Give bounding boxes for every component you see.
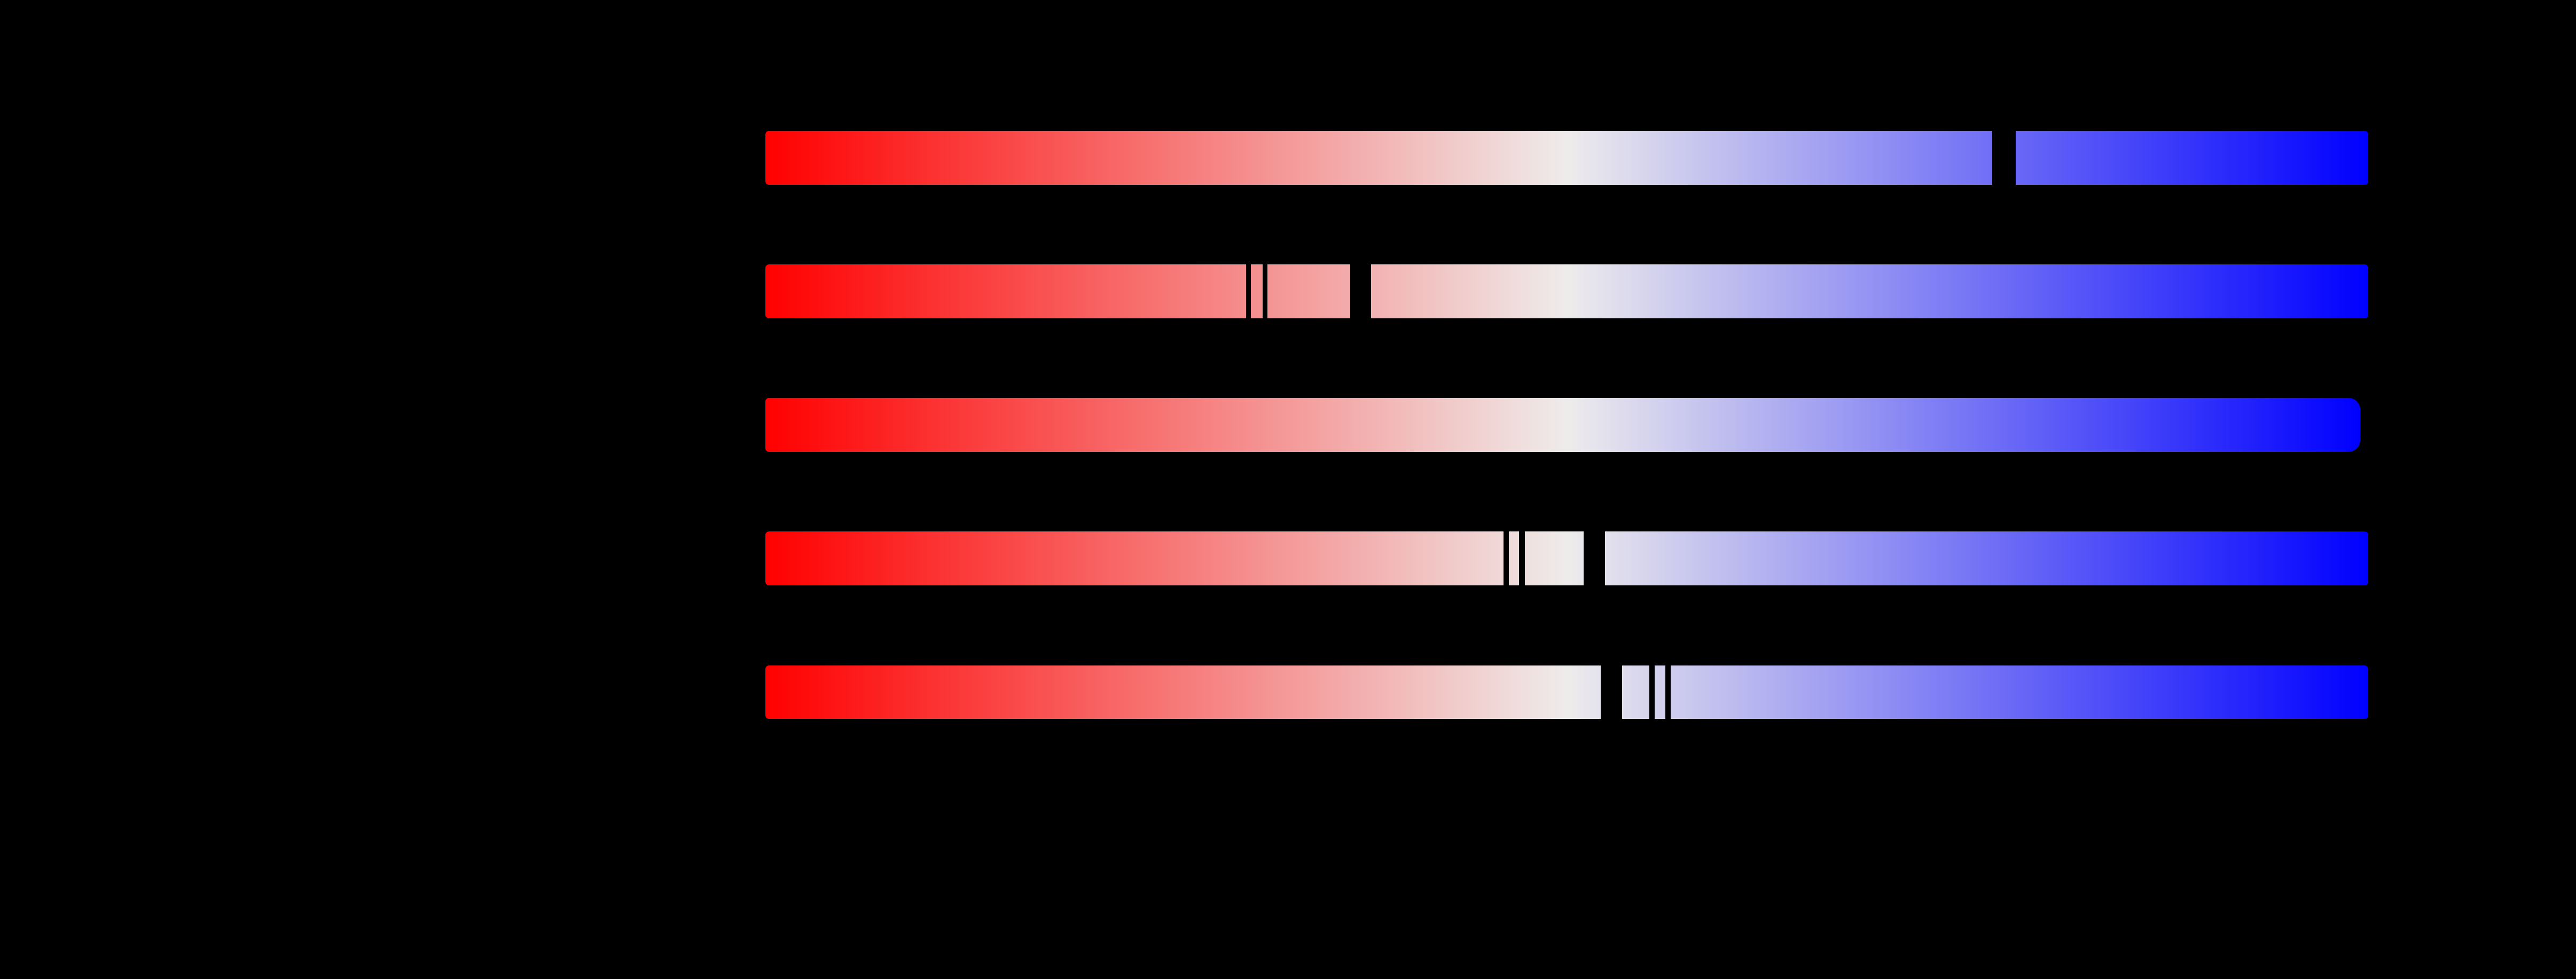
color-strip [765,531,2368,585]
color-strip [765,398,2360,452]
break-gap [1649,665,1655,719]
break-gap [1584,531,1605,585]
color-strip [765,264,2368,318]
color-strip [765,665,2368,719]
break-gap [1519,531,1525,585]
break-gap [1665,665,1671,719]
break-gap [1246,264,1251,318]
break-gap [1504,531,1509,585]
break-gap [1601,665,1622,719]
break-gap [1263,264,1267,318]
break-gap [1992,131,2016,185]
color-strip [765,131,2368,185]
break-gap [1350,264,1371,318]
